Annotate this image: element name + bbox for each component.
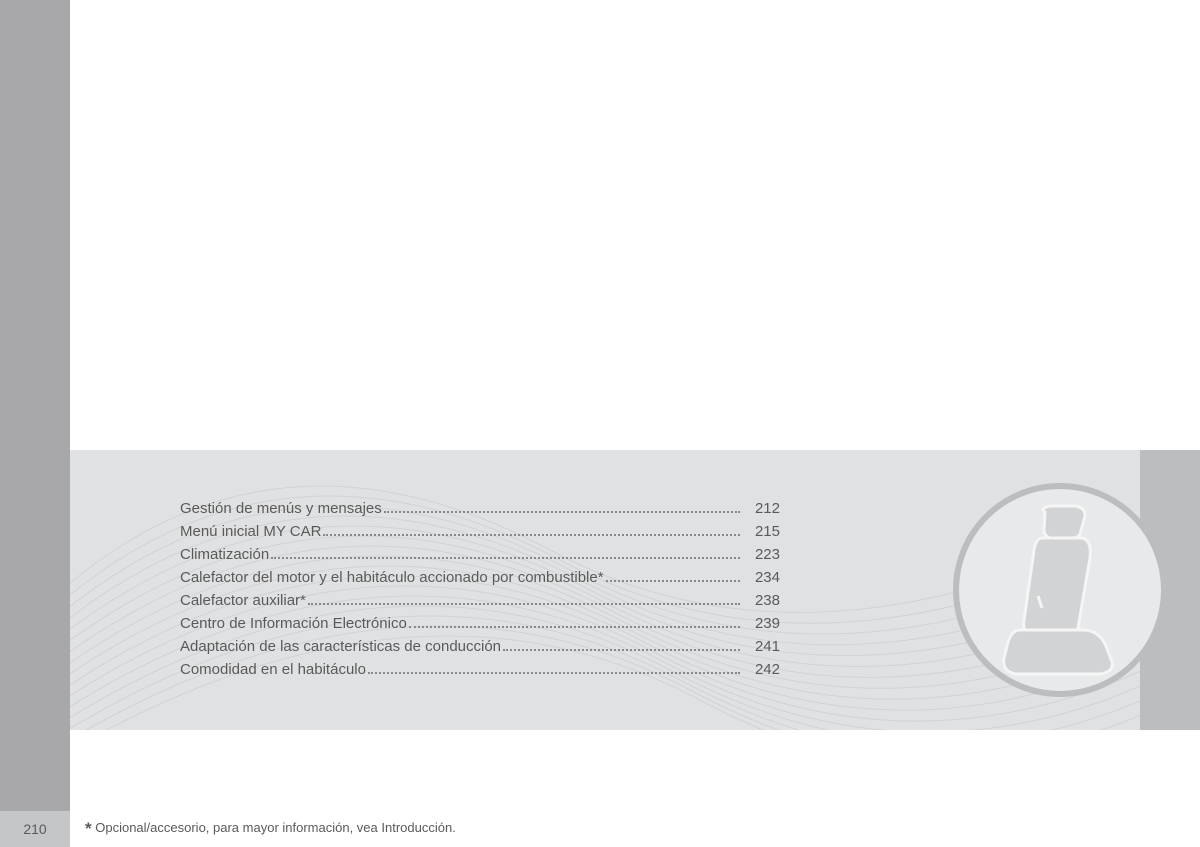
seat-icon [950, 480, 1170, 700]
toc-page: 223 [744, 546, 780, 563]
toc-dots [384, 511, 740, 513]
toc-dots [308, 603, 740, 605]
page-number-text: 210 [23, 821, 46, 837]
toc-label: Gestión de menús y mensajes [180, 500, 382, 517]
footer: 210 * Opcional/accesorio, para mayor inf… [0, 811, 1200, 847]
footnote-star: * [85, 819, 92, 838]
toc-page: 234 [744, 569, 780, 586]
toc-label: Calefactor auxiliar* [180, 592, 306, 609]
toc-row: Adaptación de las características de con… [180, 638, 780, 655]
content-band: Gestión de menús y mensajes 212 Menú ini… [70, 450, 1200, 730]
toc-page: 242 [744, 661, 780, 678]
toc-dots [503, 649, 740, 651]
toc-page: 238 [744, 592, 780, 609]
footnote-text: Opcional/accesorio, para mayor informaci… [92, 820, 456, 835]
toc-dots [368, 672, 740, 674]
toc-dots [323, 534, 740, 536]
toc-label: Calefactor del motor y el habitáculo acc… [180, 569, 604, 586]
toc-row: Calefactor auxiliar* 238 [180, 592, 780, 609]
toc-page: 215 [744, 523, 780, 540]
footnote: * Opcional/accesorio, para mayor informa… [85, 819, 456, 839]
toc-row: Centro de Información Electrónico 239 [180, 615, 780, 632]
table-of-contents: Gestión de menús y mensajes 212 Menú ini… [180, 500, 780, 684]
toc-row: Climatización 223 [180, 546, 780, 563]
toc-row: Comodidad en el habitáculo 242 [180, 661, 780, 678]
left-sidebar [0, 0, 70, 847]
toc-row: Menú inicial MY CAR 215 [180, 523, 780, 540]
toc-dots [271, 557, 740, 559]
toc-dots [409, 626, 740, 628]
toc-row: Gestión de menús y mensajes 212 [180, 500, 780, 517]
toc-page: 212 [744, 500, 780, 517]
toc-page: 241 [744, 638, 780, 655]
toc-label: Comodidad en el habitáculo [180, 661, 366, 678]
toc-label: Centro de Información Electrónico [180, 615, 407, 632]
page-number: 210 [0, 811, 70, 847]
toc-row: Calefactor del motor y el habitáculo acc… [180, 569, 780, 586]
toc-page: 239 [744, 615, 780, 632]
toc-dots [606, 580, 740, 582]
toc-label: Climatización [180, 546, 269, 563]
toc-label: Menú inicial MY CAR [180, 523, 321, 540]
toc-label: Adaptación de las características de con… [180, 638, 501, 655]
